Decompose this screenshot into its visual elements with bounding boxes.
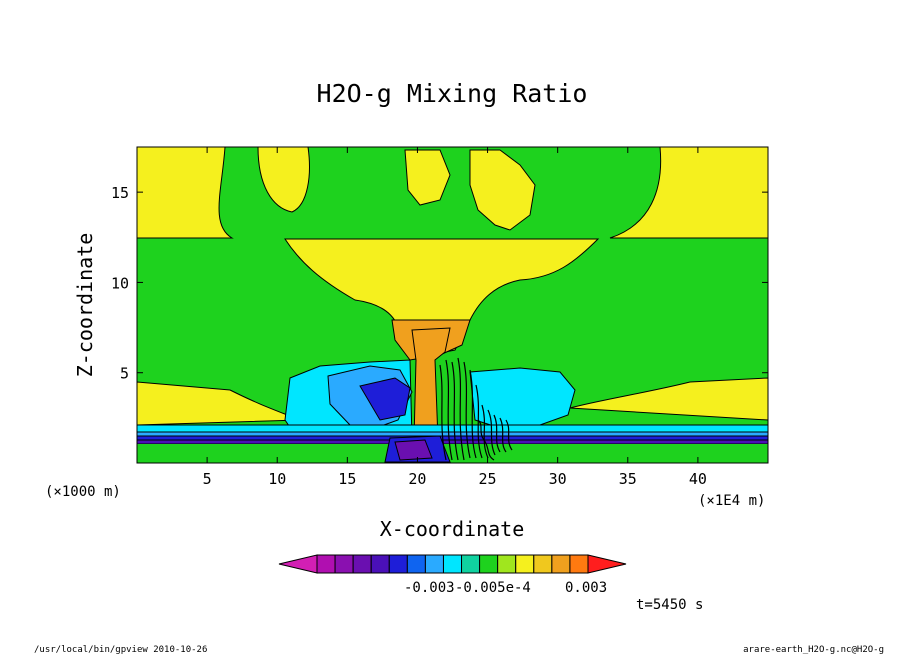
x-tick-label: 10 <box>268 470 286 488</box>
footer-left: /usr/local/bin/gpview 2010-10-26 <box>34 645 207 654</box>
x-axis-label: X-coordinate <box>380 517 525 541</box>
chart-title: H2O-g Mixing Ratio <box>317 79 588 108</box>
y-axis-label: Z-coordinate <box>73 233 97 378</box>
colorbar-swatch <box>370 554 390 574</box>
colorbar-swatch <box>461 554 481 574</box>
x-tick-label: 20 <box>408 470 426 488</box>
colorbar-label-mid: -0.005e-4 <box>455 580 531 596</box>
upper-left-blob <box>257 147 310 213</box>
plot-frame <box>136 146 769 464</box>
band-blue <box>137 435 768 441</box>
y-tick-label: 10 <box>111 274 129 292</box>
colorbar <box>278 554 627 574</box>
plot-field <box>137 147 768 463</box>
x-tick-label: 5 <box>203 470 212 488</box>
colorbar-swatch <box>316 554 336 574</box>
colorbar-label-low: -0.003 <box>404 580 455 596</box>
footer-right: arare-earth_H2O-g.nc@H2O-g <box>743 645 884 654</box>
upper-right-region <box>609 147 768 239</box>
colorbar-label-high: 0.003 <box>565 580 607 596</box>
colorbar-swatch <box>533 554 553 574</box>
y-axis-ticks: 5 10 15 <box>111 184 768 383</box>
dark-blue-left <box>359 377 411 421</box>
upper-center-region <box>469 149 536 231</box>
colorbar-swatch <box>352 554 372 574</box>
colorbar-swatch <box>551 554 571 574</box>
colorbar-swatch <box>479 554 499 574</box>
y-unit-label: (×1000 m) <box>45 484 121 500</box>
colorbar-swatch <box>497 554 517 574</box>
colorbar-swatch <box>406 554 426 574</box>
turbulent-contours <box>439 357 513 461</box>
colorbar-low-arrow <box>278 554 318 574</box>
anvil-yellow <box>284 238 600 356</box>
colorbar-swatch <box>388 554 408 574</box>
colorbar-swatch <box>334 554 354 574</box>
x-unit-label: (×1E4 m) <box>698 493 765 509</box>
band-indigo <box>137 439 768 445</box>
x-tick-label: 15 <box>338 470 356 488</box>
x-tick-label: 35 <box>619 470 637 488</box>
colorbar-swatch <box>515 554 535 574</box>
x-tick-label: 30 <box>549 470 567 488</box>
x-tick-label: 40 <box>689 470 707 488</box>
y-tick-label: 15 <box>111 184 129 202</box>
y-tick-label: 5 <box>120 365 129 383</box>
x-tick-label: 25 <box>479 470 497 488</box>
upper-center-blob <box>404 149 451 206</box>
updraft-core <box>411 327 451 441</box>
purple-patch-base <box>394 439 433 461</box>
colorbar-swatch <box>424 554 444 574</box>
colorbar-swatch <box>442 554 463 574</box>
colorbar-high-arrow <box>587 554 627 574</box>
colorbar-swatch <box>569 554 589 574</box>
x-axis-ticks: 5 10 15 20 25 30 35 40 <box>203 147 707 488</box>
time-label: t=5450 s <box>636 597 703 613</box>
band-surface <box>137 444 768 463</box>
cyan-right <box>469 367 576 429</box>
upper-left-region <box>137 147 234 239</box>
